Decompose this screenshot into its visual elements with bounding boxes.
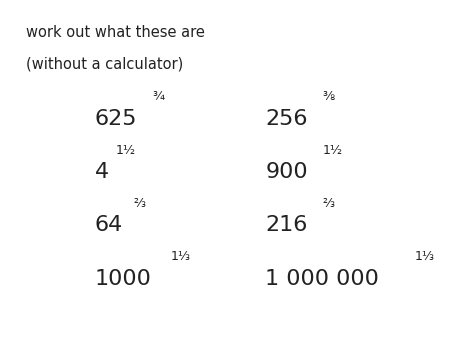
Text: 1000: 1000 (95, 269, 152, 289)
Text: 64: 64 (95, 215, 123, 235)
Text: 1⅓: 1⅓ (415, 250, 435, 263)
Text: 900: 900 (265, 162, 308, 182)
Text: ¾: ¾ (152, 90, 164, 103)
Text: work out what these are: work out what these are (26, 25, 205, 40)
Text: 256: 256 (265, 109, 308, 129)
Text: 625: 625 (95, 109, 137, 129)
Text: 1½: 1½ (323, 143, 343, 157)
Text: 1 000 000: 1 000 000 (265, 269, 379, 289)
Text: (without a calculator): (without a calculator) (26, 57, 183, 72)
Text: 4: 4 (95, 162, 109, 182)
Text: 216: 216 (265, 215, 308, 235)
Text: 1½: 1½ (115, 143, 136, 157)
Text: ⅔: ⅔ (322, 197, 335, 210)
Text: ⅜: ⅜ (323, 90, 335, 103)
Text: 1⅓: 1⅓ (171, 250, 191, 263)
Text: ⅔: ⅔ (134, 197, 146, 210)
